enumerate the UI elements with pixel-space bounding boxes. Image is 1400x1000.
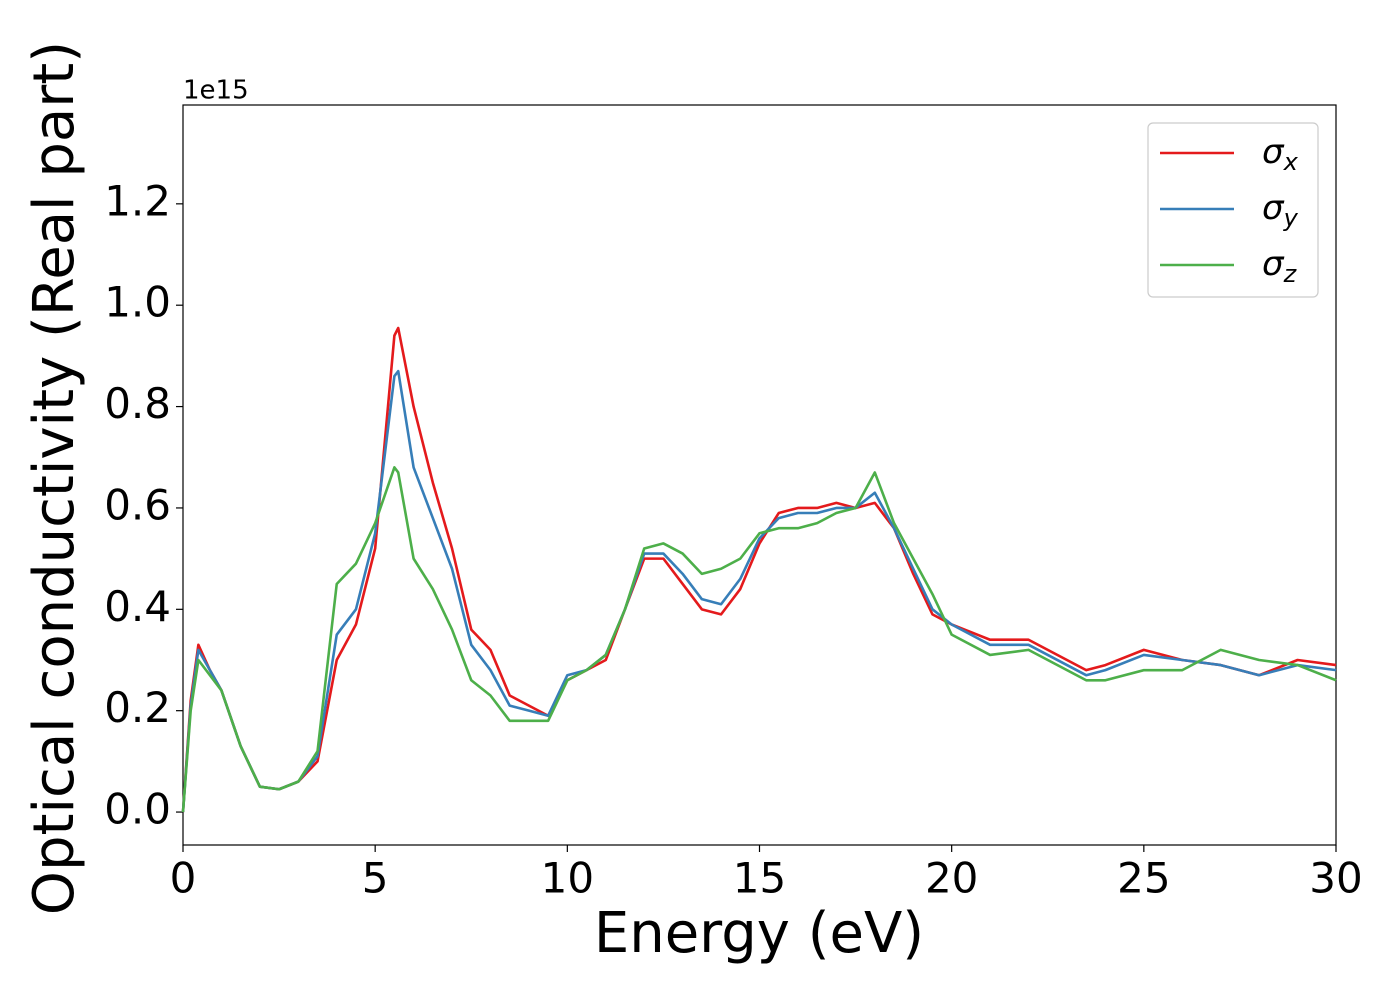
y-tick-label: 0.2 [104, 683, 171, 732]
legend-label: σy [1262, 188, 1299, 233]
data-line [181, 369, 1337, 813]
y-tick-label: 1.0 [104, 278, 171, 327]
y-tick-label: 0.4 [104, 582, 171, 631]
x-tick-label: 30 [1309, 854, 1362, 903]
legend-label: σx [1262, 132, 1299, 177]
x-tick-label: 15 [733, 854, 786, 903]
y-tick-label: 1.2 [104, 176, 171, 225]
data-line [181, 466, 1337, 813]
y-tick-label: 0.6 [104, 480, 171, 529]
x-tick-label: 20 [925, 854, 978, 903]
x-tick-label: 10 [541, 854, 594, 903]
y-offset-label: 1e15 [183, 76, 249, 106]
x-tick-label: 25 [1117, 854, 1170, 903]
y-tick-label: 0.0 [104, 785, 171, 834]
legend-label: σz [1262, 244, 1298, 289]
y-axis-label: Optical conductivity (Real part) [22, 41, 87, 915]
y-tick-label: 0.8 [104, 379, 171, 428]
x-axis-label: Energy (eV) [594, 901, 924, 966]
x-tick-label: 0 [170, 854, 197, 903]
x-tick-label: 5 [362, 854, 389, 903]
data-line [181, 326, 1337, 813]
